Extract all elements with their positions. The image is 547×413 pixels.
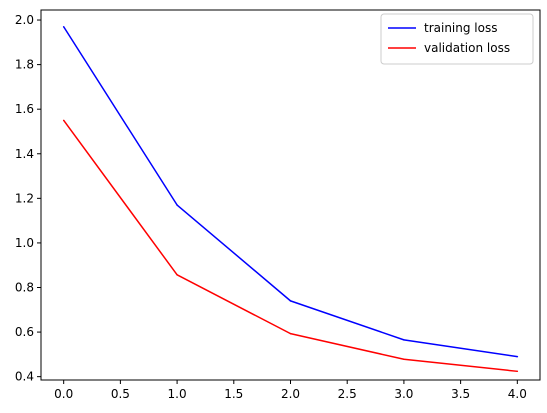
y-tick-label: 0.8	[15, 281, 34, 295]
y-tick-label: 1.8	[15, 58, 34, 72]
data-point-1-3	[403, 358, 405, 361]
y-tick-label: 0.4	[15, 370, 34, 384]
x-tick-label: 1.0	[168, 387, 187, 401]
data-point-0-3	[403, 339, 405, 341]
series-layer	[62, 25, 519, 373]
data-point-1-2	[289, 332, 292, 335]
legend-label-0: training loss	[424, 21, 497, 35]
y-tick-label: 1.2	[15, 191, 34, 205]
x-tick-label: 1.5	[224, 387, 243, 401]
x-axis: 0.0 0.5 1.0 1.5 2.0 2.5 3.0 3.5 4.0	[54, 380, 527, 401]
x-tick-label: 2.0	[281, 387, 300, 401]
data-point-1-0	[62, 119, 65, 122]
plot-area	[41, 10, 540, 380]
data-point-1-1	[176, 274, 178, 276]
x-tick-label: 3.5	[451, 387, 470, 401]
data-point-0-1	[176, 204, 178, 206]
y-tick-label: 1.6	[15, 102, 34, 116]
y-axis: 0.4 0.6 0.8 1.0 1.2 1.4 1.6 1.8 2.0	[15, 13, 41, 384]
data-point-0-0	[62, 25, 65, 28]
legend-label-1: validation loss	[424, 41, 510, 55]
legend-box	[380, 13, 534, 65]
data-point-0-2	[289, 300, 292, 302]
y-tick-label: 2.0	[15, 13, 34, 27]
x-tick-label: 2.5	[338, 387, 357, 401]
y-tick-label: 1.4	[15, 147, 34, 161]
y-tick-label: 0.6	[15, 325, 34, 339]
legend: training loss validation loss	[380, 13, 534, 65]
data-point-0-4	[516, 355, 519, 358]
x-tick-label: 3.0	[394, 387, 413, 401]
x-tick-label: 4.0	[508, 387, 527, 401]
x-tick-label: 0.0	[54, 387, 73, 401]
data-point-1-4	[516, 370, 519, 373]
x-tick-label: 0.5	[111, 387, 130, 401]
y-tick-label: 1.0	[15, 236, 34, 250]
